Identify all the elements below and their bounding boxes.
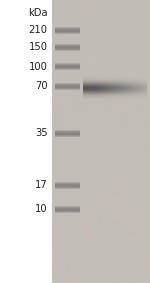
Text: 70: 70 xyxy=(35,81,48,91)
Text: kDa: kDa xyxy=(28,8,48,18)
Text: 150: 150 xyxy=(29,42,48,52)
Text: 35: 35 xyxy=(35,128,48,138)
Text: 17: 17 xyxy=(35,180,48,190)
Text: 10: 10 xyxy=(35,204,48,215)
Text: 100: 100 xyxy=(29,61,48,72)
Text: 210: 210 xyxy=(29,25,48,35)
